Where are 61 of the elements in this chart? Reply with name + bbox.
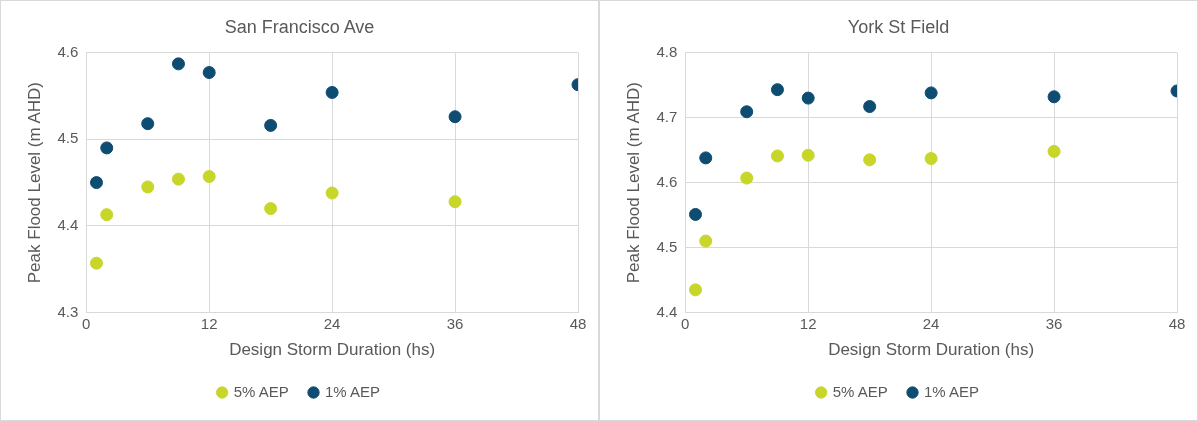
point xyxy=(924,152,938,166)
x-axis-title: Design Storm Duration (hs) xyxy=(828,340,1035,360)
y-axis-title: Peak Flood Level (m AHD) xyxy=(24,81,44,284)
legend-label: 1% AEP xyxy=(325,382,381,400)
point xyxy=(171,172,185,186)
chart-title: San Francisco Ave xyxy=(224,16,375,37)
legend-label: 5% AEP xyxy=(832,382,888,400)
point xyxy=(264,202,278,216)
point xyxy=(202,170,216,184)
point xyxy=(770,83,784,97)
y-tick-label: 4.5 xyxy=(656,237,678,255)
point xyxy=(770,149,784,163)
x-axis-title: Design Storm Duration (hs) xyxy=(229,340,436,360)
point xyxy=(1047,90,1061,104)
point xyxy=(325,85,339,99)
x-tick-label: 0 xyxy=(681,314,690,332)
point xyxy=(202,66,216,80)
x-tick-label: 0 xyxy=(82,314,91,332)
legend-label: 1% AEP xyxy=(924,382,980,400)
x-tick-label: 48 xyxy=(569,314,587,332)
point xyxy=(740,171,754,185)
y-tick-label: 4.5 xyxy=(57,129,79,147)
point xyxy=(1047,144,1061,158)
point xyxy=(689,207,702,221)
x-tick-label: 24 xyxy=(922,314,940,332)
y-tick-label: 4.7 xyxy=(656,107,678,125)
y-tick-label: 4.8 xyxy=(656,42,678,60)
point xyxy=(801,148,815,162)
point xyxy=(448,195,462,209)
point xyxy=(264,118,278,132)
x-tick-label: 36 xyxy=(1045,314,1063,332)
y-tick-label: 4.4 xyxy=(57,216,79,234)
legend-label: 5% AEP xyxy=(233,382,289,400)
point xyxy=(325,186,339,200)
point xyxy=(100,208,114,222)
point xyxy=(740,105,754,119)
point xyxy=(141,117,155,131)
y-tick-label: 4.4 xyxy=(656,302,678,320)
point xyxy=(801,91,815,105)
point xyxy=(100,141,114,155)
point xyxy=(699,151,713,165)
y-tick-label: 4.3 xyxy=(57,302,79,320)
x-tick-label: 12 xyxy=(799,314,817,332)
point xyxy=(699,234,713,248)
point xyxy=(448,110,462,124)
point xyxy=(924,86,938,100)
point xyxy=(863,153,877,167)
y-tick-label: 4.6 xyxy=(57,42,79,60)
x-tick-label: 36 xyxy=(446,314,464,332)
point xyxy=(863,100,877,114)
point xyxy=(90,176,103,190)
y-tick-label: 4.6 xyxy=(656,172,678,190)
x-tick-label: 12 xyxy=(200,314,218,332)
point xyxy=(171,57,185,71)
chart-title: York St Field xyxy=(847,16,950,37)
x-tick-label: 24 xyxy=(323,314,341,332)
x-tick-label: 48 xyxy=(1168,314,1186,332)
point xyxy=(90,256,103,270)
point xyxy=(689,283,702,297)
point xyxy=(141,180,155,194)
y-axis-title: Peak Flood Level (m AHD) xyxy=(623,81,643,284)
